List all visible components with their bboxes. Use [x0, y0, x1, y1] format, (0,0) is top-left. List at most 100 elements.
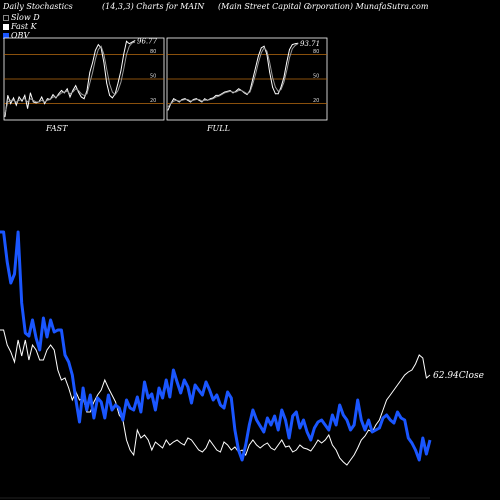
full-point — [181, 99, 183, 100]
fast-point — [55, 97, 57, 99]
fast-point — [126, 40, 127, 42]
close-value-label: 62.94Close — [433, 371, 484, 381]
fast-point — [92, 62, 93, 63]
legend-item-obv: OBV — [3, 31, 40, 40]
fast-point — [10, 103, 12, 104]
full-point — [258, 55, 259, 57]
fast-point — [103, 62, 105, 63]
fast-point — [97, 44, 99, 45]
full-point — [272, 86, 273, 88]
fast-point — [4, 116, 6, 118]
legend-label-obv: OBV — [11, 31, 30, 40]
fast-point — [72, 90, 74, 91]
fast-point — [21, 100, 23, 102]
chart-title-right: (Main Street Capital C — [218, 2, 310, 11]
full-point — [201, 101, 203, 103]
full-point — [246, 94, 248, 95]
fast-point — [86, 90, 88, 91]
fast-point — [123, 54, 125, 55]
full-point — [178, 101, 180, 103]
obv-line — [0, 230, 432, 462]
full-point — [294, 43, 296, 45]
fast-point — [35, 102, 37, 104]
full-point — [210, 98, 211, 100]
full-point — [224, 91, 225, 93]
fast-tick-label-50: 50 — [150, 74, 156, 80]
full-point — [215, 95, 217, 96]
full-point — [286, 62, 288, 63]
full-point — [193, 99, 194, 100]
fast-point — [106, 82, 108, 84]
full-tick-label-80: 80 — [313, 49, 319, 55]
full-point — [190, 101, 192, 103]
fast-point — [30, 92, 31, 94]
full-point — [266, 54, 268, 55]
full-point — [173, 98, 175, 100]
fast-point — [13, 97, 14, 99]
fast-point — [52, 94, 54, 95]
fast-point — [15, 104, 17, 106]
fast-point — [24, 95, 26, 96]
fast-point — [44, 103, 45, 104]
full-point — [283, 77, 285, 78]
full-point — [229, 90, 231, 91]
fast-point — [7, 95, 9, 96]
fast-tick-label-80: 80 — [150, 49, 156, 55]
full-point — [289, 49, 290, 50]
full-point — [291, 44, 293, 45]
full-panel-label: FULL — [207, 124, 230, 133]
full-point — [204, 98, 206, 100]
full-point — [167, 109, 169, 111]
full-point — [238, 88, 240, 90]
fast-point — [41, 96, 43, 98]
full-point — [277, 93, 279, 95]
fast-point — [61, 90, 62, 91]
legend-item-slow-d: Slow D — [3, 13, 40, 22]
full-point — [275, 93, 276, 95]
full-point — [195, 98, 197, 100]
full-tick-label-50: 50 — [313, 74, 319, 80]
fast-point — [47, 98, 48, 100]
fast-last-value-label: 96.77 — [137, 38, 158, 46]
fast-point — [80, 96, 82, 98]
full-point — [255, 67, 256, 68]
fast-point — [134, 40, 136, 41]
fast-point — [66, 88, 68, 90]
fast-point — [89, 72, 91, 73]
full-point — [252, 78, 254, 80]
full-series-full-d — [167, 43, 299, 108]
full-point — [280, 86, 282, 88]
fast-series-slow-d — [4, 41, 136, 114]
full-last-value-label: 93.71 — [300, 40, 320, 48]
fast-point — [109, 95, 110, 96]
full-tick-label-20: 20 — [313, 98, 319, 104]
chart-title-mid: (14,3,3) Charts for MAIN — [102, 2, 205, 11]
full-point — [263, 45, 265, 47]
fast-point — [63, 92, 65, 94]
full-point — [184, 98, 186, 100]
fast-point — [117, 82, 119, 84]
full-point — [260, 47, 262, 49]
fast-point — [78, 91, 79, 93]
full-point — [269, 72, 271, 73]
legend-swatch-fast-k — [3, 23, 9, 30]
fast-point — [69, 96, 71, 98]
fast-point — [128, 43, 130, 45]
fast-point — [95, 49, 96, 51]
fast-point — [32, 101, 34, 103]
fast-point — [120, 70, 122, 72]
chart-title-left: Daily Stochastics — [3, 2, 73, 11]
fast-point — [75, 85, 77, 86]
legend-swatch-obv — [3, 32, 9, 39]
legend-item-fast-k: Fast K — [3, 22, 40, 31]
fast-point — [112, 97, 113, 99]
fast-tick-label-20: 20 — [150, 98, 156, 104]
legend: Slow D Fast K OBV — [3, 13, 40, 40]
fast-panel-label: FAST — [46, 124, 68, 133]
legend-swatch-slow-d — [3, 14, 9, 21]
fast-point — [18, 96, 20, 98]
legend-label-slow-d: Slow D — [11, 13, 40, 22]
full-point — [232, 92, 234, 94]
